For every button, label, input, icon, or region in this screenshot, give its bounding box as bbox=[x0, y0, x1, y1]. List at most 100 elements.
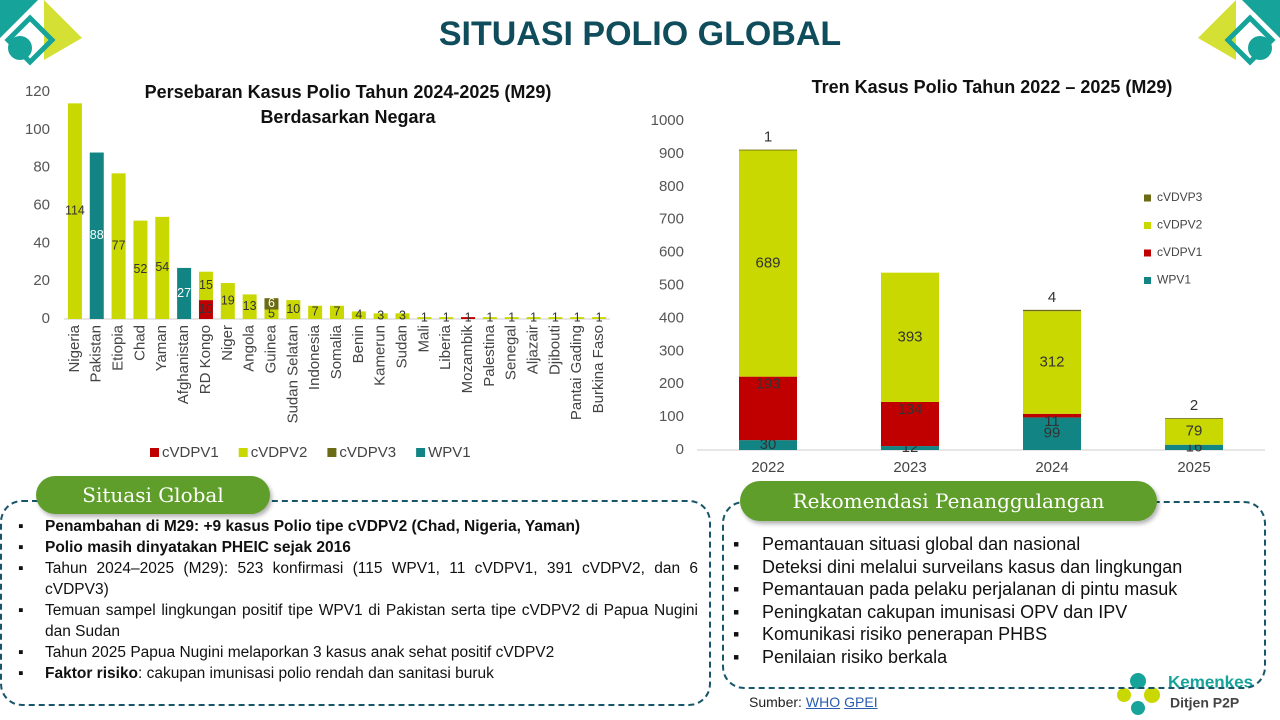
bullet-text: : cakupan imunisasi polio rendah dan san… bbox=[138, 665, 494, 682]
bar-segment bbox=[264, 298, 279, 310]
bar-segment bbox=[1023, 417, 1081, 450]
bar-segment bbox=[739, 149, 797, 151]
section-heading: Rekomendasi Penanggulangan bbox=[740, 481, 1157, 521]
bullet-text: Tahun 2025 Papua Nugini melaporkan 3 kas… bbox=[45, 644, 555, 661]
data-label: 5 bbox=[268, 307, 275, 321]
bar-segment bbox=[89, 152, 104, 319]
bullet-item: Faktor risiko: cakupan imunisasi polio r… bbox=[18, 663, 698, 684]
source-link[interactable]: GPEI bbox=[844, 694, 878, 710]
data-label: 114 bbox=[65, 203, 85, 217]
data-label: 1 bbox=[530, 310, 537, 324]
data-label: 30 bbox=[760, 436, 777, 453]
y-tick-label: 40 bbox=[33, 234, 50, 251]
source: Sumber: WHO GPEI bbox=[749, 694, 878, 710]
y-tick-label: 500 bbox=[659, 276, 684, 293]
data-label: 312 bbox=[1039, 353, 1064, 370]
bar-segment bbox=[286, 300, 301, 319]
x-tick-label: Liberia bbox=[437, 324, 454, 370]
legend-label: cVDPV1 bbox=[162, 444, 219, 461]
bar-segment bbox=[264, 309, 279, 319]
x-tick-label: 2023 bbox=[893, 459, 926, 476]
bar-segment bbox=[881, 446, 939, 450]
bullet-item: Peningkatan cakupan imunisasi OPV dan IP… bbox=[733, 601, 1258, 624]
bullet-label: Faktor risiko bbox=[45, 665, 139, 682]
legend-label: WPV1 bbox=[1157, 273, 1191, 287]
bar-segment bbox=[739, 440, 797, 450]
data-label: 7 bbox=[334, 305, 341, 319]
legend-swatch bbox=[1144, 277, 1151, 284]
data-label: 11 bbox=[1044, 413, 1060, 430]
bar-segment bbox=[155, 216, 170, 319]
data-label: 689 bbox=[755, 254, 780, 271]
page-title: SITUASI POLIO GLOBAL bbox=[439, 15, 841, 53]
x-tick-label: Sudan Selatan bbox=[284, 325, 301, 423]
bar-segment bbox=[482, 317, 497, 319]
bar-segment bbox=[1165, 418, 1223, 445]
data-label: 1 bbox=[596, 310, 603, 324]
legend-swatch bbox=[150, 448, 159, 457]
bar-segment bbox=[461, 317, 476, 319]
x-tick-label: Pantai Gading bbox=[568, 325, 585, 420]
legend-swatch bbox=[1144, 194, 1151, 202]
bar-segment bbox=[1023, 311, 1081, 414]
y-tick-label: 400 bbox=[659, 309, 684, 326]
source-link[interactable]: WHO bbox=[805, 694, 841, 710]
bar-segment bbox=[1165, 444, 1223, 450]
data-label: 1 bbox=[764, 129, 772, 146]
bar-segment bbox=[308, 305, 323, 319]
bar-segment bbox=[242, 294, 257, 319]
x-tick-label: Etiopia bbox=[110, 324, 127, 371]
bullet-item: Temuan sampel lingkungan positif tipe WP… bbox=[18, 600, 698, 642]
x-tick-label: Kamerun bbox=[372, 325, 389, 386]
y-tick-label: 800 bbox=[659, 178, 684, 195]
y-tick-label: 900 bbox=[659, 145, 684, 162]
corner-ornament bbox=[1198, 0, 1280, 66]
legend-label: WPV1 bbox=[428, 444, 471, 461]
data-label: 77 bbox=[112, 238, 126, 252]
y-tick-label: 200 bbox=[659, 375, 684, 392]
bar-segment bbox=[111, 173, 126, 319]
bar-segment bbox=[881, 272, 939, 402]
data-label: 3 bbox=[399, 308, 406, 322]
data-label: 79 bbox=[1186, 423, 1203, 440]
data-label: 1 bbox=[421, 310, 428, 324]
legend-label: cVDPV1 bbox=[1157, 245, 1203, 259]
bar-segment bbox=[504, 317, 519, 319]
data-label: 6 bbox=[268, 296, 275, 310]
source-label: Sumber: bbox=[749, 694, 802, 710]
y-tick-label: 20 bbox=[33, 272, 50, 289]
bar-segment bbox=[1165, 418, 1223, 419]
legend-label: cVDPV2 bbox=[1157, 218, 1203, 232]
bar-segment bbox=[417, 317, 432, 319]
data-label: 10 bbox=[286, 302, 300, 316]
bar-segment bbox=[373, 313, 388, 319]
bar-segment bbox=[592, 317, 607, 319]
data-label: 7 bbox=[312, 305, 319, 319]
logo-unit: Ditjen P2P bbox=[1170, 695, 1239, 711]
bar-segment bbox=[67, 103, 82, 319]
x-tick-label: Yaman bbox=[153, 325, 170, 371]
bar-segment bbox=[330, 305, 344, 319]
chart-title: Persebaran Kasus Polio Tahun 2024-2025 (… bbox=[145, 82, 552, 102]
x-tick-label: RD Kongo bbox=[197, 325, 214, 394]
legend-label: cVDVP3 bbox=[1157, 190, 1203, 204]
logo-mark bbox=[1117, 673, 1160, 715]
data-label: 3 bbox=[377, 308, 384, 322]
data-label: 393 bbox=[897, 328, 922, 345]
data-label: 15 bbox=[199, 278, 213, 292]
legend-swatch bbox=[238, 448, 248, 457]
x-tick-label: Burkina Faso bbox=[590, 325, 607, 413]
legend-label: cVDPV3 bbox=[339, 444, 396, 461]
data-label: 19 bbox=[221, 293, 235, 307]
bar-segment bbox=[526, 317, 541, 319]
data-label: 193 bbox=[755, 376, 780, 393]
bar-segment bbox=[739, 376, 797, 441]
data-label: 54 bbox=[155, 260, 169, 274]
bullet-item: Tahun 2025 Papua Nugini melaporkan 3 kas… bbox=[18, 642, 698, 663]
legend-label: cVDPV2 bbox=[251, 444, 308, 461]
y-tick-label: 0 bbox=[676, 441, 684, 458]
bar-segment bbox=[133, 220, 148, 319]
y-tick-label: 700 bbox=[659, 211, 684, 228]
bullet-text: Temuan sampel lingkungan positif tipe WP… bbox=[45, 602, 698, 640]
